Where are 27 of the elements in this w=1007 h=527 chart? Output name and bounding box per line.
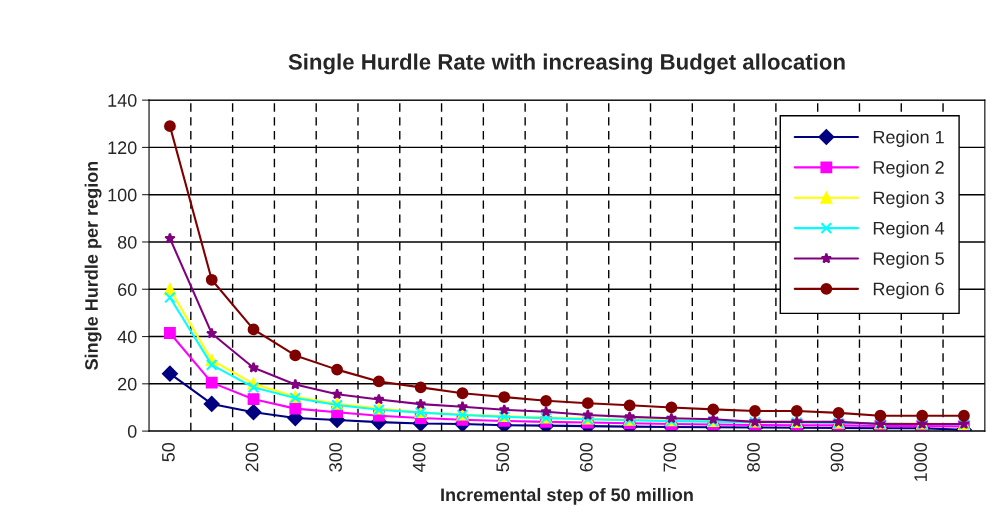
y-tick-label: 20	[118, 377, 137, 391]
y-tick-label: 100	[108, 188, 137, 202]
x-tick-label: 600	[579, 442, 593, 472]
x-tick-label: 900	[830, 442, 844, 472]
y-tick-label: 120	[108, 141, 137, 155]
y-tick-label: 40	[117, 330, 137, 344]
x-tick-label: 1000	[914, 442, 928, 481]
legend-label: Region 3	[873, 190, 944, 208]
x-tick-label: 300	[329, 442, 342, 472]
x-tick-label: 400	[412, 442, 426, 472]
y-tick-label: 0	[127, 425, 137, 438]
legend-label: Region 2	[873, 160, 944, 178]
legend-label: Region 1	[873, 130, 944, 148]
x-tick-label: 50	[161, 442, 175, 462]
y-axis-title: Single Hurdle per region	[84, 161, 102, 370]
y-tick-label: 140	[108, 94, 137, 107]
x-tick-label: 800	[747, 442, 760, 472]
y-tick-label: 80	[117, 235, 137, 249]
x-axis-title: Incremental step of 50 million	[441, 487, 693, 505]
x-tick-label: 200	[245, 442, 259, 472]
legend-label: Region 4	[873, 221, 945, 239]
y-tick-label: 60	[118, 283, 137, 296]
legend-label: Region 6	[873, 282, 944, 299]
x-tick-label: 500	[496, 442, 510, 472]
legend-label: Region 5	[873, 251, 944, 269]
x-tick-label: 700	[663, 442, 677, 472]
chart-title: Single Hurdle Rate with increasing Budget allocation	[288, 53, 845, 75]
